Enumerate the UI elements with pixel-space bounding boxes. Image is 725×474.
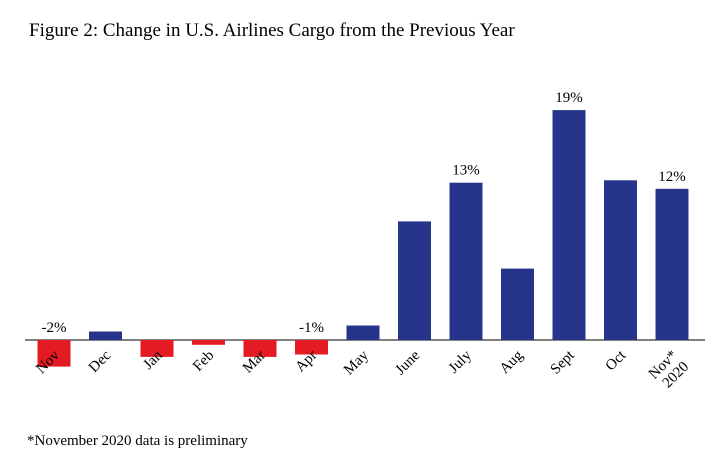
data-label-apr: -1% (299, 320, 324, 336)
data-label-nov: -2% (42, 320, 67, 336)
bar-dec (89, 331, 122, 340)
data-label-sept: 19% (555, 90, 583, 106)
bar-jan (140, 340, 174, 357)
bar-apr (295, 340, 328, 355)
tick-label-dec: Dec (86, 347, 115, 376)
tick-label-july: July (446, 347, 475, 376)
tick-label-oct: Oct (603, 347, 630, 374)
bar-feb (192, 340, 225, 345)
tick-labels-group: Nov Dec Jan Feb Mar Apr May June July Aug Sept Oct N… (33, 347, 692, 394)
bar-may (346, 325, 380, 340)
bars-group (37, 110, 689, 367)
tick-label-may: May (341, 347, 372, 378)
data-label-july: 13% (452, 163, 480, 179)
data-label-nov-2020: 12% (658, 169, 686, 185)
tick-label-aug: Aug (497, 347, 527, 377)
chart-title: Figure 2: Change in U.S. Airlines Cargo … (29, 20, 515, 41)
tick-label-nov-2020: Nov*2020 (646, 348, 692, 394)
bar-july (449, 182, 483, 340)
bar-nov (37, 340, 71, 367)
bar-sept (552, 110, 586, 340)
bar-nov-2020 (655, 188, 689, 341)
tick-label-feb: Feb (190, 348, 217, 375)
bar-aug (501, 268, 534, 340)
tick-label-sept: Sept (548, 347, 579, 378)
footnote: *November 2020 data is preliminary (27, 433, 248, 449)
bar-oct (604, 180, 637, 340)
bar-june (398, 221, 431, 340)
tick-label-june: June (393, 347, 424, 378)
bar-mar (243, 340, 277, 357)
data-labels-group: -2% -1% 13% 19% 12% (42, 90, 686, 336)
